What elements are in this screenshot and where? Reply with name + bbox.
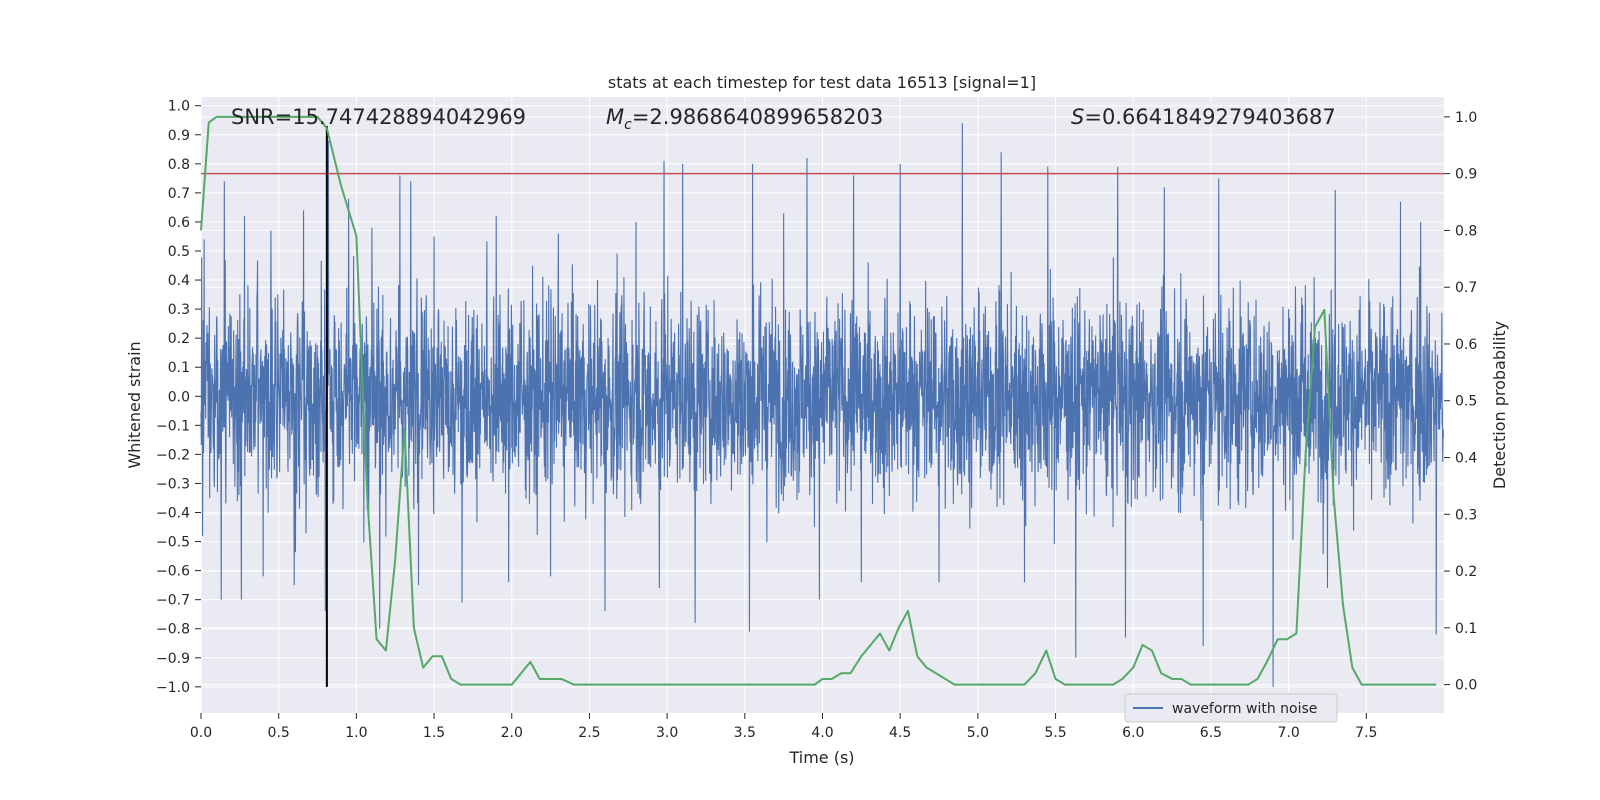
mc-symbol: M — [606, 105, 624, 129]
waveform-series — [200, 123, 1445, 687]
y-tick-label: 1.0 — [168, 99, 190, 115]
y2-tick-label: 0.0 — [1455, 678, 1477, 694]
x-tick-label: 0.0 — [190, 725, 212, 741]
y-tick-label: 0.0 — [168, 389, 190, 405]
y2-axis-label: Detection probability — [1490, 321, 1509, 489]
x-tick-label: 3.0 — [656, 725, 678, 741]
y-axis-label: Whitened strain — [125, 341, 144, 468]
y-tick-label: 0.6 — [168, 215, 190, 231]
legend-box — [1124, 693, 1338, 723]
x-tick-label: 1.0 — [345, 725, 367, 741]
y-tick-label: −0.8 — [156, 622, 190, 638]
y2-tick-label: 0.9 — [1455, 167, 1477, 183]
x-tick-label: 4.0 — [811, 725, 833, 741]
y-tick-label: 0.2 — [168, 331, 190, 347]
y-tick-label: −0.3 — [156, 476, 190, 492]
y-tick-label: 0.7 — [168, 186, 190, 202]
y2-tick-label: 0.1 — [1455, 621, 1477, 637]
y-tick-label: −1.0 — [156, 680, 190, 696]
x-tick-label: 5.0 — [967, 725, 989, 741]
y2-tick-label: 0.3 — [1455, 507, 1477, 523]
y2-tick-label: 0.4 — [1455, 451, 1477, 467]
y-tick-label: 0.5 — [168, 244, 190, 260]
y-tick-label: −0.9 — [156, 651, 190, 667]
y-tick-label: −0.2 — [156, 447, 190, 463]
legend-label: waveform with noise — [1172, 701, 1317, 717]
y-axis-ticks: 1.0 0.9 0.8 0.7 0.6 0.5 0.4 0.3 0.2 0.1 0.0 −0.1 −0.… — [156, 99, 201, 696]
score-annotation: S=0.6641849279403687 — [1071, 105, 1336, 129]
x-tick-label: 2.5 — [578, 725, 600, 741]
y2-tick-label: 0.7 — [1455, 280, 1477, 296]
chart-title: stats at each timestep for test data 165… — [608, 73, 1036, 92]
y-tick-label: −0.5 — [156, 535, 190, 551]
mc-value: =2.9868640899658203 — [632, 105, 883, 129]
chirp-mass-annotation: Mc=2.9868640899658203 — [606, 105, 883, 133]
y-tick-label: 0.1 — [168, 360, 190, 376]
y2-axis-ticks: 1.0 0.9 0.8 0.7 0.6 0.5 0.4 0.3 0.2 0.1 0.0 — [1444, 110, 1477, 694]
mc-subscript: c — [624, 117, 632, 133]
s-value: =0.6641849279403687 — [1084, 105, 1335, 129]
x-tick-label: 7.5 — [1355, 725, 1377, 741]
detection-probability-line — [200, 115, 1437, 686]
y-tick-label: −0.4 — [156, 506, 190, 522]
x-axis-ticks: 0.0 0.5 1.0 1.5 2.0 2.5 3.0 3.5 4.0 4.5 5.0 5.5 6.0 6… — [190, 713, 1377, 741]
y-tick-label: 0.8 — [168, 157, 190, 173]
y-tick-label: 0.3 — [168, 302, 190, 318]
x-tick-label: 3.5 — [734, 725, 756, 741]
y-tick-label: −0.6 — [156, 564, 190, 580]
x-tick-label: 0.5 — [268, 725, 290, 741]
x-tick-label: 5.5 — [1044, 725, 1066, 741]
y-tick-label: 0.4 — [168, 273, 190, 289]
x-tick-label: 2.0 — [501, 725, 523, 741]
y2-tick-label: 1.0 — [1455, 110, 1477, 126]
legend: waveform with noise — [1124, 693, 1338, 723]
x-axis-label: Time (s) — [788, 748, 854, 767]
y2-tick-label: 0.5 — [1455, 394, 1477, 410]
y-tick-label: −0.7 — [156, 593, 190, 609]
y-tick-label: −0.1 — [156, 418, 190, 434]
snr-annotation: SNR=15.747428894042969 — [231, 105, 526, 129]
y-tick-label: 0.9 — [168, 128, 190, 144]
x-tick-label: 4.5 — [889, 725, 911, 741]
y2-tick-label: 0.2 — [1455, 564, 1477, 580]
y2-tick-label: 0.6 — [1455, 337, 1477, 353]
x-tick-label: 7.0 — [1277, 725, 1299, 741]
y2-tick-label: 0.8 — [1455, 223, 1477, 239]
x-tick-label: 6.5 — [1200, 725, 1222, 741]
x-tick-label: 1.5 — [423, 725, 445, 741]
waveform-trace — [200, 123, 1445, 687]
x-tick-label: 6.0 — [1122, 725, 1144, 741]
s-symbol: S — [1071, 105, 1084, 129]
